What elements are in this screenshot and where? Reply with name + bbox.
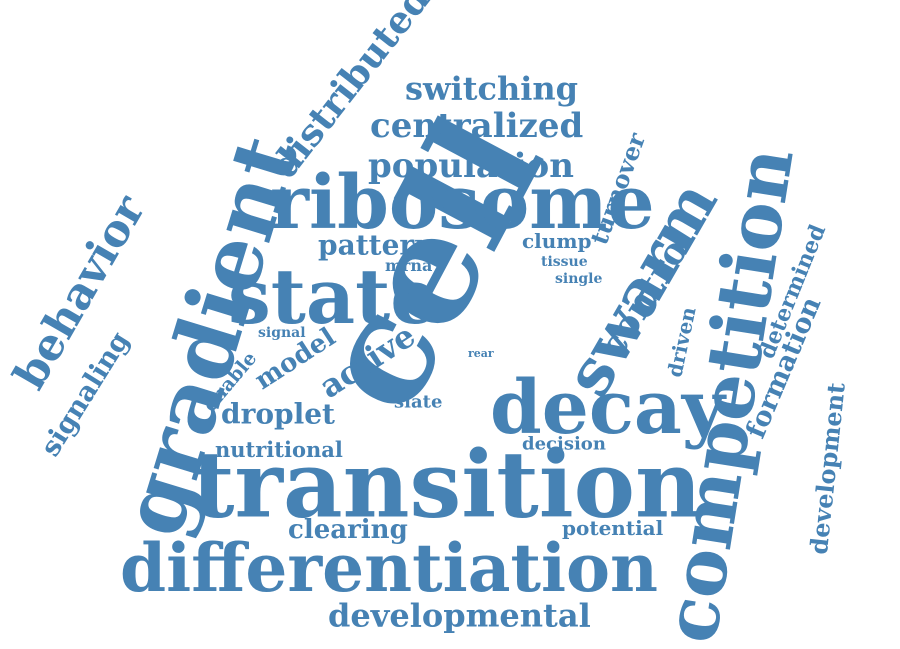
word-mrna: mrna [385, 258, 432, 274]
word-nutritional: nutritional [215, 439, 343, 460]
word-potential: potential [562, 518, 663, 538]
word-slate: slate [394, 394, 442, 412]
word-clearing: clearing [288, 517, 408, 543]
word-population: population [368, 149, 574, 183]
word-signal: signal [258, 326, 306, 340]
word-behavior: behavior [8, 189, 153, 396]
word-rear: rear [468, 348, 494, 359]
word-tissue: tissue [541, 255, 588, 269]
word-droplet: droplet [221, 401, 335, 429]
word-developmental: developmental [328, 599, 591, 631]
word-development: development [807, 382, 849, 556]
word-centralized: centralized [370, 109, 583, 143]
word-clump: clump [522, 231, 591, 251]
word-switching: switching [405, 72, 578, 104]
word-single: single [555, 272, 602, 286]
word-decision: decision [522, 436, 606, 454]
